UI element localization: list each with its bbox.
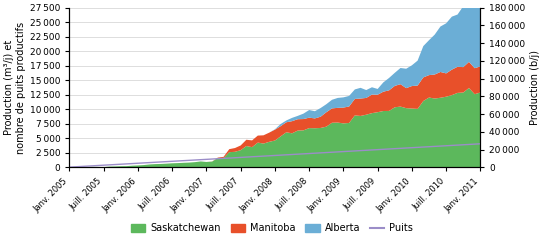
Y-axis label: Production (b/j): Production (b/j) <box>530 50 540 125</box>
Legend: Saskatchewan, Manitoba, Alberta, Puits: Saskatchewan, Manitoba, Alberta, Puits <box>127 219 417 237</box>
Y-axis label: Production (m³/j) et
nombre de puits productifs: Production (m³/j) et nombre de puits pro… <box>4 22 26 153</box>
